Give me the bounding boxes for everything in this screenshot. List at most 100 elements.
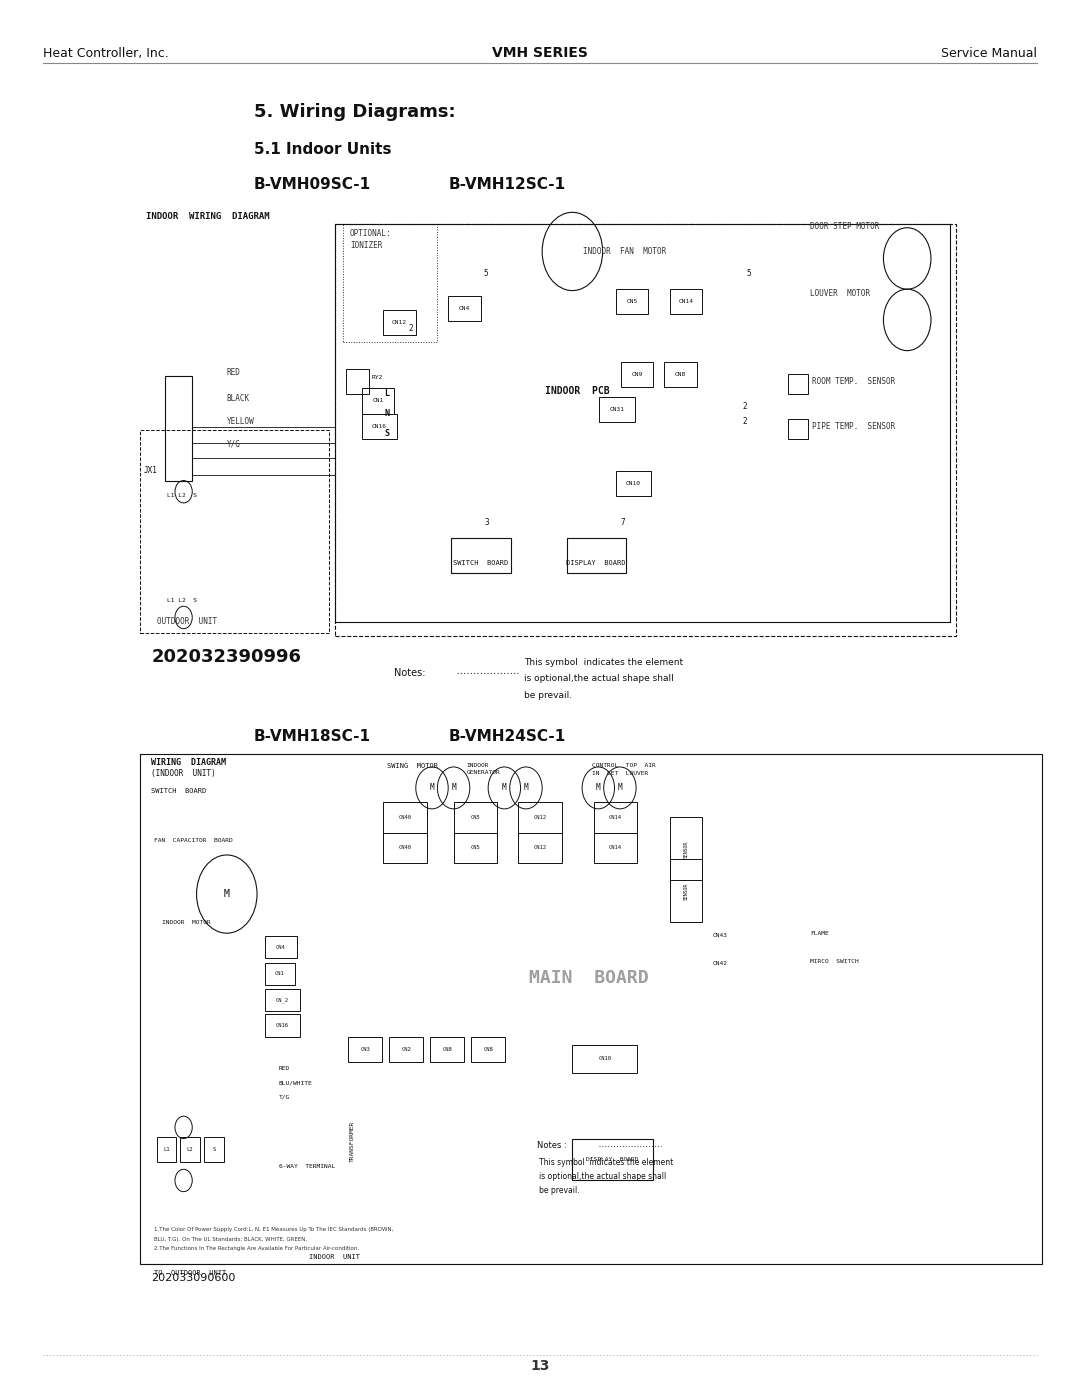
Bar (616, 471, 651, 496)
Text: 5: 5 (746, 270, 751, 278)
Text: CN9: CN9 (632, 372, 643, 377)
Text: 5. Wiring Diagrams:: 5. Wiring Diagrams: (254, 103, 456, 120)
Text: 202032390996: 202032390996 (151, 648, 301, 665)
Bar (621, 362, 653, 387)
Bar (599, 397, 635, 422)
Bar (140, 430, 329, 633)
Text: be prevail.: be prevail. (539, 1186, 580, 1194)
Text: 13: 13 (530, 1359, 550, 1373)
Text: B-VMH09SC-1: B-VMH09SC-1 (254, 177, 370, 191)
Text: 5: 5 (484, 270, 488, 278)
Text: CN5: CN5 (626, 299, 637, 305)
Text: INDOOR: INDOOR (467, 763, 489, 768)
Bar (165, 376, 192, 481)
Text: SWITCH  BOARD: SWITCH BOARD (453, 560, 509, 566)
Text: IN  LET  LOUVER: IN LET LOUVER (592, 771, 648, 777)
Text: M: M (430, 784, 434, 792)
Text: This symbol  indicates the element: This symbol indicates the element (539, 1158, 673, 1166)
Text: CN14: CN14 (609, 814, 622, 820)
Text: 2: 2 (743, 402, 747, 411)
Text: BLACK: BLACK (227, 394, 249, 402)
Bar (518, 833, 562, 863)
Bar (348, 1037, 382, 1062)
Bar (265, 989, 300, 1011)
Bar (788, 374, 808, 394)
Text: 3: 3 (485, 518, 489, 527)
Bar (180, 1137, 200, 1162)
Bar (616, 289, 648, 314)
Bar (594, 833, 637, 863)
Text: MAIN  BOARD: MAIN BOARD (529, 970, 649, 986)
Text: CN12: CN12 (392, 320, 407, 326)
Text: TO  OUTDOOR  UNIT: TO OUTDOOR UNIT (154, 1270, 227, 1275)
Bar (572, 1139, 653, 1180)
Bar (670, 817, 702, 880)
Text: (INDOOR  UNIT): (INDOOR UNIT) (151, 770, 216, 778)
Bar (346, 369, 369, 394)
Bar (518, 802, 562, 833)
Text: 2.The Functions In The Rectangle Are Available For Particular Air-condition.: 2.The Functions In The Rectangle Are Ava… (154, 1246, 360, 1252)
Bar (594, 802, 637, 833)
Text: SWING  MOTOR: SWING MOTOR (387, 763, 437, 768)
Bar (157, 1137, 176, 1162)
Bar (362, 414, 397, 439)
Bar (383, 310, 416, 335)
Text: OUTDOOR  UNIT: OUTDOOR UNIT (157, 617, 217, 626)
Text: M: M (224, 888, 230, 900)
Text: L: L (384, 390, 389, 398)
Text: CN3: CN3 (360, 1046, 370, 1052)
Text: INDOOR  UNIT: INDOOR UNIT (309, 1255, 361, 1260)
Bar (454, 802, 497, 833)
Text: Notes:: Notes: (394, 668, 426, 679)
Text: M: M (618, 784, 622, 792)
Bar (664, 362, 697, 387)
Text: LOUVER  MOTOR: LOUVER MOTOR (810, 289, 870, 298)
Text: B-VMH18SC-1: B-VMH18SC-1 (254, 729, 370, 743)
Text: 7: 7 (621, 518, 625, 527)
Text: JX1: JX1 (144, 467, 158, 475)
Text: is optional,the actual shape shall: is optional,the actual shape shall (524, 675, 674, 683)
Text: CN2: CN2 (401, 1046, 411, 1052)
Text: be prevail.: be prevail. (524, 692, 572, 700)
Text: 1.The Color Of Power Supply Cord:L, N, E1 Measures Up To The IEC Standards (BROW: 1.The Color Of Power Supply Cord:L, N, E… (154, 1227, 394, 1232)
Bar (788, 419, 808, 439)
Text: ROOM TEMP.  SENSOR: ROOM TEMP. SENSOR (812, 377, 895, 386)
Bar (362, 388, 394, 414)
Text: SENSOR: SENSOR (684, 841, 688, 858)
Text: CONTROL  TOP  AIR: CONTROL TOP AIR (592, 763, 656, 768)
Text: INDOOR  PCB: INDOOR PCB (545, 386, 610, 397)
Text: M: M (451, 784, 456, 792)
Bar (448, 296, 481, 321)
Text: 2: 2 (743, 418, 747, 426)
Text: INDOOR  MOTOR: INDOOR MOTOR (162, 919, 211, 925)
Text: DOOR STEP MOTOR: DOOR STEP MOTOR (810, 222, 879, 231)
Text: SENSOR: SENSOR (684, 883, 688, 900)
Text: CN16: CN16 (275, 1023, 289, 1028)
Text: BLU, T.G). On The UL Standards: BLACK, WHITE, GREEN.: BLU, T.G). On The UL Standards: BLACK, W… (154, 1236, 308, 1242)
Text: L1: L1 (163, 1147, 170, 1153)
Text: CN8: CN8 (442, 1046, 453, 1052)
Text: B-VMH24SC-1: B-VMH24SC-1 (448, 729, 566, 743)
Text: CN42: CN42 (713, 961, 728, 967)
Bar (454, 833, 497, 863)
Text: CN4: CN4 (459, 306, 470, 312)
Text: CN4: CN4 (275, 944, 286, 950)
Text: VMH SERIES: VMH SERIES (492, 46, 588, 60)
Text: DISPLAY  BOARD: DISPLAY BOARD (586, 1157, 638, 1162)
Bar (567, 538, 626, 573)
Bar (265, 1014, 300, 1037)
Text: FLAME: FLAME (810, 930, 828, 936)
Text: CN43: CN43 (713, 933, 728, 939)
Text: YELLOW: YELLOW (227, 418, 255, 426)
Text: CN1: CN1 (373, 398, 383, 404)
Text: CN8: CN8 (483, 1046, 494, 1052)
Text: OPTIONAL:: OPTIONAL: (350, 229, 392, 237)
Text: RED: RED (227, 369, 241, 377)
Text: CN5: CN5 (470, 814, 481, 820)
Text: CN31: CN31 (610, 407, 624, 412)
Text: TRANSFORMER: TRANSFORMER (350, 1120, 354, 1162)
Text: FAN  CAPACITOR  BOARD: FAN CAPACITOR BOARD (154, 838, 233, 844)
Text: CN40: CN40 (399, 814, 411, 820)
Text: 202033090600: 202033090600 (151, 1273, 235, 1284)
Text: M: M (596, 784, 600, 792)
